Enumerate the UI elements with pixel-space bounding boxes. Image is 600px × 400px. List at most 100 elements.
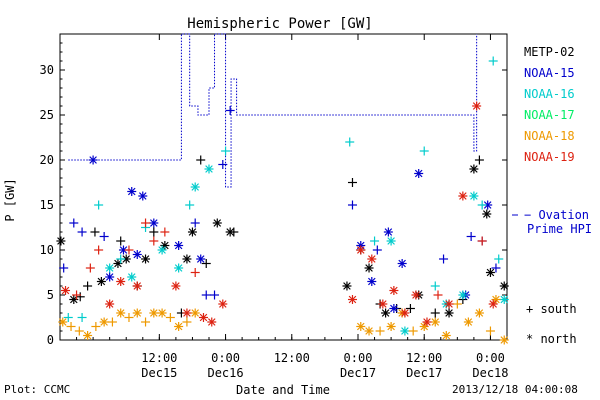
- data-point: [477, 200, 487, 210]
- marker-stroke: [213, 219, 222, 227]
- data-point: [430, 308, 440, 318]
- marker-stroke: [105, 273, 114, 281]
- marker-stroke: [472, 102, 481, 110]
- data-point: [204, 164, 214, 174]
- y-axis-label: P [GW]: [3, 178, 17, 221]
- marker-stroke: [183, 255, 191, 263]
- data-point: [347, 295, 357, 304]
- marker-stroke: [387, 237, 395, 245]
- data-point: [474, 155, 484, 165]
- marker-stroke: [191, 309, 200, 317]
- x-tick-time-label: 12:00: [141, 351, 177, 365]
- data-point: [190, 308, 200, 318]
- data-point: [491, 263, 501, 273]
- marker-stroke: [138, 192, 147, 200]
- marker-stroke: [464, 318, 473, 326]
- data-point: [463, 317, 473, 327]
- marker-stroke: [116, 309, 125, 317]
- data-point: [345, 137, 355, 147]
- data-point: [190, 268, 200, 277]
- data-point: [63, 313, 73, 322]
- data-point: [157, 245, 167, 255]
- data-point: [488, 56, 498, 66]
- legend-entry: NOAA-15: [524, 66, 575, 80]
- data-point: [347, 200, 357, 210]
- marker-stroke: [401, 327, 409, 335]
- data-point: [356, 322, 366, 331]
- data-point: [221, 146, 231, 156]
- marker-stroke: [475, 309, 484, 317]
- data-point: [174, 322, 184, 331]
- data-point: [105, 272, 115, 282]
- y-tick-label: 25: [40, 108, 54, 122]
- data-point: [132, 250, 142, 259]
- data-point: [116, 277, 126, 286]
- data-point: [127, 187, 137, 196]
- marker-stroke: [470, 192, 478, 200]
- data-point: [66, 322, 76, 331]
- data-point: [218, 160, 228, 169]
- data-point: [469, 164, 479, 174]
- data-point: [141, 254, 151, 264]
- data-point: [58, 317, 68, 327]
- data-point: [85, 263, 95, 273]
- marker-stroke: [116, 277, 125, 286]
- x-tick-time-label: 0:00: [476, 351, 505, 365]
- data-point: [474, 308, 484, 318]
- plot-credit: Plot: CCMC: [4, 383, 71, 396]
- marker-stroke: [133, 309, 142, 317]
- marker-stroke: [431, 318, 440, 326]
- marker-stroke: [127, 273, 136, 281]
- data-point: [99, 232, 109, 241]
- data-point: [118, 245, 128, 255]
- data-point: [419, 146, 429, 156]
- marker-stroke: [483, 201, 492, 209]
- marker-stroke: [89, 156, 97, 164]
- data-point: [485, 268, 495, 277]
- data-point: [372, 245, 382, 255]
- data-point: [408, 326, 418, 336]
- data-point: [364, 263, 374, 273]
- x-tick-time-label: 0:00: [344, 351, 373, 365]
- marker-stroke: [423, 318, 431, 326]
- x-tick-time-label: 0:00: [211, 351, 240, 365]
- data-point: [157, 308, 167, 318]
- x-tick-time-label: 12:00: [406, 351, 442, 365]
- marker-stroke: [150, 309, 158, 317]
- data-point: [201, 259, 211, 268]
- data-point: [389, 286, 399, 295]
- data-point: [91, 322, 101, 331]
- data-point: [441, 331, 451, 340]
- marker-stroke: [172, 282, 180, 290]
- data-point: [69, 218, 79, 228]
- marker-stroke: [381, 309, 390, 317]
- data-point: [422, 317, 432, 327]
- data-point: [430, 281, 440, 291]
- data-point: [141, 317, 151, 327]
- y-tick-label: 20: [40, 153, 54, 167]
- y-tick-label: 30: [40, 63, 54, 77]
- x-tick-time-label: 12:00: [274, 351, 310, 365]
- marker-stroke: [442, 331, 451, 340]
- marker-stroke: [459, 192, 467, 200]
- data-point: [386, 236, 396, 246]
- marker-stroke: [205, 165, 213, 173]
- data-point: [182, 317, 192, 327]
- marker-stroke: [482, 210, 491, 218]
- data-point: [433, 290, 443, 300]
- ovation-legend-label: Prime HPI: [527, 222, 592, 236]
- marker-stroke: [196, 255, 205, 263]
- data-point: [77, 227, 87, 237]
- data-point: [499, 295, 509, 304]
- data-point: [458, 290, 468, 300]
- marker-stroke: [365, 327, 373, 335]
- marker-stroke: [57, 237, 65, 245]
- data-point: [386, 322, 396, 331]
- y-tick-label: 15: [40, 198, 54, 212]
- x-tick-date-label: Dec18: [472, 366, 508, 380]
- data-point: [477, 236, 487, 246]
- data-point: [72, 290, 82, 300]
- marker-stroke: [61, 286, 70, 295]
- data-point: [198, 313, 208, 322]
